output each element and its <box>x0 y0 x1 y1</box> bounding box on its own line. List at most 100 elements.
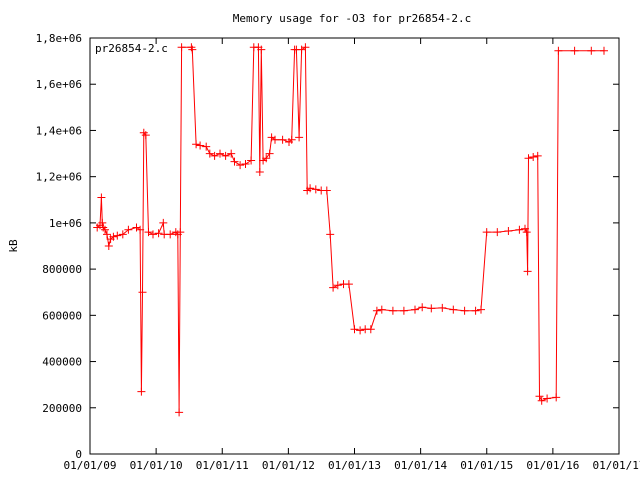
data-point <box>523 267 532 276</box>
data-point <box>427 304 436 313</box>
data-point <box>136 225 145 234</box>
data-point <box>227 149 236 158</box>
data-point <box>98 218 107 227</box>
x-tick-label: 01/01/11 <box>196 459 249 472</box>
data-point <box>344 280 353 289</box>
series-layer <box>93 43 608 417</box>
data-point <box>537 396 546 405</box>
data-point <box>504 227 513 235</box>
data-point <box>295 133 304 142</box>
data-point <box>175 408 184 417</box>
legend-label: pr26854-2.c <box>95 42 168 55</box>
data-point <box>241 160 250 168</box>
data-point <box>482 228 491 237</box>
data-point <box>205 149 214 158</box>
data-point <box>554 46 563 55</box>
x-tick-label: 01/01/12 <box>262 459 315 472</box>
data-point <box>411 305 419 314</box>
data-point <box>138 288 147 297</box>
data-point <box>388 306 397 315</box>
data-point <box>257 45 266 54</box>
data-point <box>210 151 219 160</box>
data-point <box>118 230 127 239</box>
data-point <box>124 225 133 234</box>
data-point <box>399 306 408 315</box>
data-point <box>166 230 175 239</box>
x-tick-label: 01/01/15 <box>460 459 513 472</box>
data-point <box>477 305 485 314</box>
x-tick-label: 01/01/16 <box>526 459 579 472</box>
data-point <box>265 149 274 158</box>
data-point <box>104 242 113 250</box>
data-point <box>471 306 480 315</box>
data-point <box>192 140 201 149</box>
data-point <box>255 168 264 176</box>
data-point <box>366 325 375 334</box>
data-point <box>543 394 552 403</box>
data-point <box>176 228 185 237</box>
data-point <box>438 303 447 312</box>
data-point <box>109 232 118 241</box>
data-point <box>177 43 186 52</box>
series-line <box>96 46 604 413</box>
y-tick-label: 1,4e+06 <box>36 124 82 137</box>
x-tick-label: 01/01/13 <box>328 459 381 472</box>
data-point <box>515 225 524 234</box>
data-point <box>521 224 529 233</box>
data-point <box>196 141 205 150</box>
data-point <box>247 156 256 165</box>
data-point <box>535 392 544 401</box>
data-point <box>188 45 197 54</box>
data-point <box>97 193 106 202</box>
data-point <box>460 306 469 315</box>
data-point <box>103 230 111 239</box>
x-tick-label: 01/01/14 <box>394 459 447 472</box>
data-point <box>154 229 163 238</box>
y-tick-label: 0 <box>75 448 82 461</box>
data-point <box>533 151 542 160</box>
data-point <box>449 305 458 314</box>
data-point <box>570 46 579 55</box>
data-point <box>329 283 338 292</box>
y-tick-label: 400000 <box>42 356 82 369</box>
data-point <box>287 135 296 144</box>
data-point <box>230 157 239 166</box>
data-point <box>377 305 386 314</box>
data-point <box>322 186 331 195</box>
data-point <box>202 142 211 151</box>
data-point <box>141 131 150 140</box>
data-point <box>372 306 381 315</box>
data-point <box>144 228 153 237</box>
data-point <box>101 225 109 234</box>
x-tick-label: 01/01/10 <box>130 459 183 472</box>
data-point <box>350 325 359 334</box>
data-point <box>159 218 168 227</box>
y-tick-label: 1,2e+06 <box>36 171 82 184</box>
data-point <box>262 154 271 163</box>
y-tick-label: 800000 <box>42 263 82 276</box>
data-point <box>149 230 157 239</box>
data-point <box>529 153 538 161</box>
data-point <box>552 393 561 402</box>
x-tick-label: 01/01/17 <box>593 459 640 472</box>
data-point <box>493 228 502 237</box>
data-point <box>137 387 146 396</box>
data-point <box>306 184 315 193</box>
y-tick-label: 1e+06 <box>49 217 82 230</box>
data-point <box>524 154 533 163</box>
data-point <box>301 43 310 52</box>
data-point <box>326 230 335 239</box>
y-tick-label: 600000 <box>42 309 82 322</box>
data-point <box>522 228 531 237</box>
y-tick-label: 200000 <box>42 402 82 415</box>
data-point <box>587 46 596 55</box>
data-point <box>216 149 224 158</box>
x-axis-ticks: 01/01/09 01/01/10 01/01/11 01/01/12 01/01/13… <box>64 38 640 472</box>
data-point <box>236 161 245 170</box>
data-point <box>311 185 320 194</box>
data-point <box>113 231 122 240</box>
data-point <box>278 135 287 144</box>
y-axis-ticks: 0 200000 400000 600000 800000 1e+06 1,2e+06 1,4… <box>36 32 619 461</box>
data-point <box>271 135 279 144</box>
